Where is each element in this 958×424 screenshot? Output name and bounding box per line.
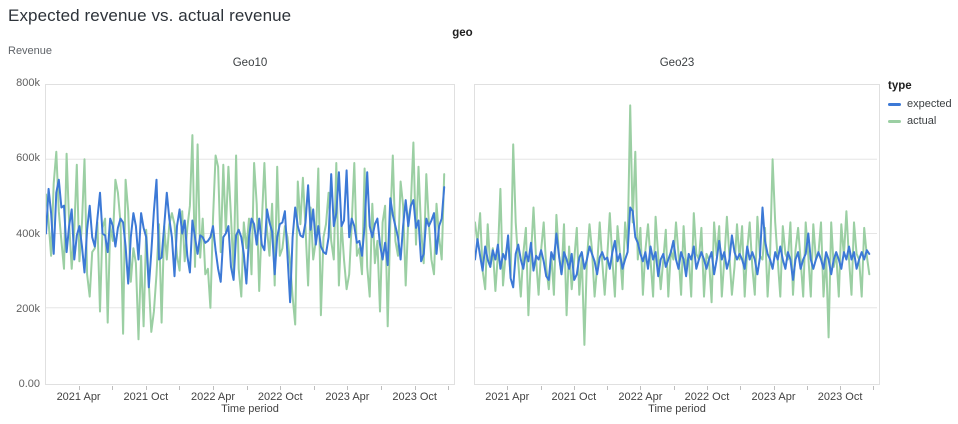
x-tick-label: 2021 Apr: [56, 391, 101, 403]
y-tick-label: 800k: [16, 77, 40, 89]
x-axis-tick: [246, 386, 248, 390]
x-axis-tick: [740, 386, 742, 390]
x-axis-tick: [179, 386, 181, 390]
x-tick-label: 2022 Apr: [618, 391, 663, 403]
x-axis-tick: [213, 386, 215, 390]
x-axis-tick: [507, 386, 509, 390]
x-axis-tick: [347, 386, 349, 390]
expected-series-swatch-icon: [888, 102, 901, 106]
y-tick-label: 400k: [16, 227, 40, 240]
x-tick-label: 2022 Oct: [684, 391, 730, 403]
x-axis-tick: [873, 386, 875, 390]
legend-item-label: actual: [907, 115, 937, 127]
x-axis-tick: [414, 386, 416, 390]
panel-title-geo10: Geo10: [232, 57, 268, 69]
x-tick-label: 2023 Oct: [392, 391, 437, 403]
legend-item-expected[interactable]: expected: [888, 98, 952, 110]
x-tick-label: 2023 Oct: [817, 391, 863, 403]
chart-title: Expected revenue vs. actual revenue: [8, 6, 292, 25]
x-tick-label: 2022 Oct: [257, 391, 303, 403]
actual-line-series[interactable]: [475, 104, 871, 346]
x-tick-label: 2022 Apr: [191, 391, 236, 403]
x-axis-title-geo23: Time period: [648, 403, 706, 415]
x-tick-label: 2023 Apr: [751, 391, 796, 403]
x-axis-tick: [448, 386, 450, 390]
x-tick-label: 2021 Oct: [551, 391, 597, 403]
x-axis-tick: [607, 386, 609, 390]
facet-field-label: geo: [452, 27, 473, 39]
x-axis-tick: [673, 386, 675, 390]
x-axis-tick: [540, 386, 542, 390]
panel-title-geo23: Geo23: [659, 57, 695, 69]
x-axis-tick: [78, 386, 80, 390]
x-axis-title-geo10: Time period: [221, 403, 279, 415]
legend-item-label: expected: [907, 98, 952, 110]
line-chart-svg-geo10[interactable]: [46, 85, 452, 382]
x-axis-tick: [806, 386, 808, 390]
line-chart-svg-geo23[interactable]: [475, 85, 877, 382]
x-axis-geo23: 2021 Apr 2021 Oct 2022 Apr 2022 Oct 2023 Apr…: [474, 385, 880, 419]
x-axis-tick: [840, 386, 842, 390]
x-axis-tick: [381, 386, 383, 390]
x-axis-tick: [313, 386, 315, 390]
legend-item-actual[interactable]: actual: [888, 115, 952, 127]
y-tick-label: 600k: [16, 152, 40, 165]
x-tick-label: 2023 Apr: [325, 391, 370, 403]
x-axis-tick: [773, 386, 775, 390]
x-axis-tick: [706, 386, 708, 390]
x-tick-label: 2021 Oct: [123, 391, 169, 403]
x-axis-tick: [112, 386, 114, 390]
expected-line-series[interactable]: [46, 169, 446, 304]
y-axis-title: Revenue: [8, 45, 53, 57]
legend-title: type: [888, 80, 912, 92]
x-axis-tick: [280, 386, 282, 390]
line-chart-panel-geo10[interactable]: [45, 84, 455, 385]
x-axis-tick: [573, 386, 575, 390]
legend: type expected actual: [888, 80, 952, 132]
x-axis-geo10: 2021 Apr 2021 Oct 2022 Apr 2022 Oct 2023 Apr…: [45, 385, 455, 419]
actual-line-series[interactable]: [46, 134, 446, 341]
y-tick-label: 200k: [16, 302, 40, 315]
x-axis-tick: [640, 386, 642, 390]
x-axis-tick: [145, 386, 147, 390]
actual-series-swatch-icon: [888, 119, 901, 123]
expected-line-series[interactable]: [475, 206, 871, 289]
x-tick-label: 2021 Apr: [485, 391, 530, 403]
y-tick-label: 0.00: [18, 378, 40, 390]
line-chart-panel-geo23[interactable]: [474, 84, 880, 385]
